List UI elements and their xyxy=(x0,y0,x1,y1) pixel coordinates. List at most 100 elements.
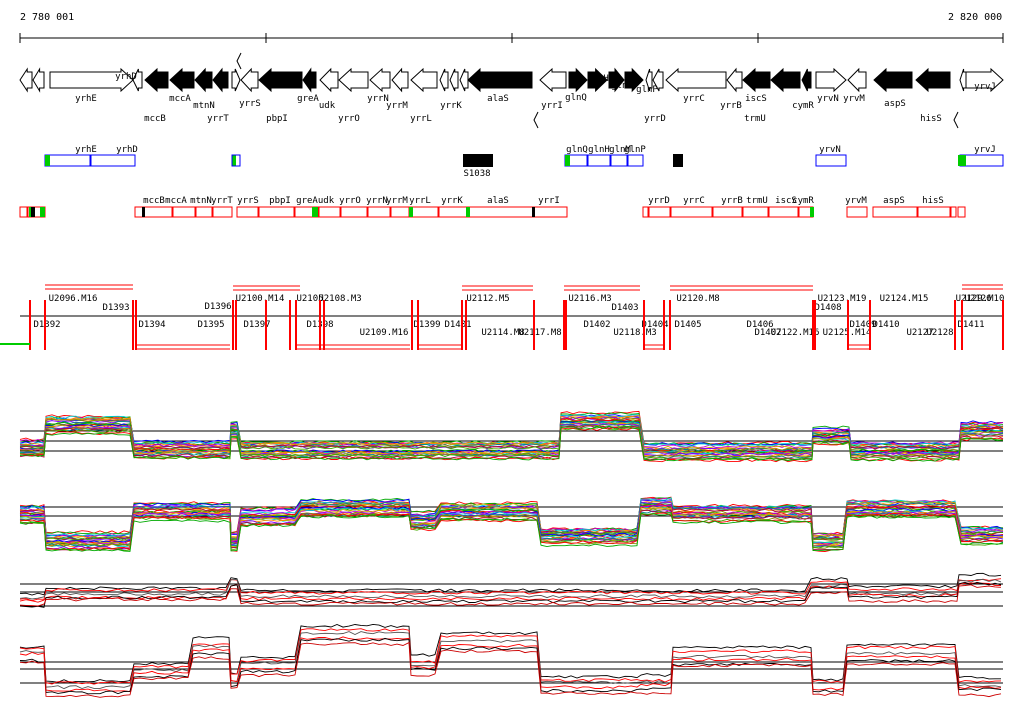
gene-arrow xyxy=(439,68,449,92)
tu-label-upper: D1396 xyxy=(204,302,231,312)
coordinate-start: 2 780 001 xyxy=(20,12,75,23)
tu-label-upper: U2126 xyxy=(964,294,991,304)
operon-label: yrrB xyxy=(721,196,743,206)
gene-label: yrrM xyxy=(386,101,408,111)
tss-marker xyxy=(466,207,470,217)
tu-label-lower: D1395 xyxy=(197,320,224,330)
tu-label-lower: U2118.M3 xyxy=(613,328,656,338)
tu-label-lower: U2114.M8 xyxy=(481,328,524,338)
gene-label: yrvM xyxy=(843,94,865,104)
gene-label: yrrS xyxy=(239,99,261,109)
gene-arrow xyxy=(568,67,588,93)
gene-arrow xyxy=(645,68,653,92)
expression-curve xyxy=(19,410,1004,446)
coordinate-end: 2 820 000 xyxy=(948,12,1003,23)
operon-label: hisS xyxy=(922,196,944,206)
gene-label: yrrO xyxy=(338,114,360,124)
box-label: glnQ xyxy=(566,145,588,155)
gene-arrow xyxy=(240,67,259,93)
tu-label-lower: U2128 xyxy=(926,328,953,338)
gene-arrow xyxy=(169,67,195,93)
operon-label: iscS xyxy=(775,196,797,206)
box-label: yrvN xyxy=(819,145,841,155)
operon-track: mccB mccA mtnN yrrT yrrS pbpI greA udk yrrO yrrNy… xyxy=(19,196,966,218)
gene-label: yrrC xyxy=(683,94,705,104)
gene-label: glnP xyxy=(636,85,658,95)
gene-arrow xyxy=(19,67,33,93)
expression-curve xyxy=(19,417,1004,450)
gene-label: alaS xyxy=(487,94,509,104)
operon-box xyxy=(957,206,966,218)
tu-label-upper: U2120.M8 xyxy=(676,294,719,304)
operon-marker xyxy=(532,207,535,217)
feature-box xyxy=(90,154,136,167)
tu-label-lower: D1392 xyxy=(33,320,60,330)
tu-label-upper: U2112.M5 xyxy=(466,294,509,304)
tu-label-lower: U2109.M16 xyxy=(360,328,409,338)
expression-curve xyxy=(19,582,1002,603)
feature-box xyxy=(44,154,91,167)
tu-label-upper: U2100.M14 xyxy=(236,294,285,304)
operon-label: alaS xyxy=(487,196,509,206)
operon-box xyxy=(712,206,743,218)
gene-label: yrrN xyxy=(367,94,389,104)
tu-label-lower: D1401 xyxy=(444,320,471,330)
operon-box xyxy=(212,206,233,218)
gene-arrow xyxy=(319,67,339,93)
gene-arrow xyxy=(467,67,533,93)
expression-band-1 xyxy=(19,410,1004,463)
tss-marker xyxy=(958,155,966,166)
expression-curve xyxy=(19,636,1002,693)
expression-curve xyxy=(19,637,1002,695)
gene-arrow xyxy=(194,67,213,93)
tss-marker xyxy=(312,207,318,217)
gene-arrow xyxy=(231,68,241,92)
tu-label-lower: D1410 xyxy=(872,320,899,330)
gene-label: aspS xyxy=(884,99,906,109)
expression-curve xyxy=(19,421,1004,456)
operon-box xyxy=(390,206,410,218)
operon-box xyxy=(438,206,468,218)
gene-arrow xyxy=(449,68,459,92)
gene-label: hisS xyxy=(920,114,942,124)
tu-label-upper: U2108.M3 xyxy=(318,294,361,304)
operon-box xyxy=(950,206,957,218)
gene-arrow xyxy=(801,68,812,92)
operon-box xyxy=(19,206,28,218)
gene-arrow xyxy=(915,67,951,93)
operon-label: yrrI xyxy=(538,196,560,206)
tu-label-lower: D1409 xyxy=(849,320,876,330)
tu-label-lower: U2127 xyxy=(906,328,933,338)
gene-arrow xyxy=(742,67,771,93)
gene-label: yrvJ xyxy=(974,82,996,92)
operon-label: yrrK xyxy=(441,196,463,206)
tss-marker xyxy=(565,155,570,166)
gene-arrow xyxy=(302,67,317,93)
operon-box xyxy=(367,206,391,218)
gene-label: iscS xyxy=(745,94,767,104)
tu-label-lower: D1406 xyxy=(746,320,773,330)
tu-label-lower: U2122.M16 xyxy=(771,328,820,338)
promoter-marker xyxy=(236,52,242,70)
gene-arrow xyxy=(624,67,644,93)
gene-arrow xyxy=(144,67,169,93)
tu-label-lower: D1404 xyxy=(641,320,668,330)
gene-arrow xyxy=(369,67,391,93)
promoter-marker xyxy=(953,111,959,129)
box-label: glnP xyxy=(624,145,646,155)
box-label: yrhD xyxy=(116,145,138,155)
tu-label-lower: D1407 xyxy=(754,328,781,338)
gene-arrow xyxy=(338,67,369,93)
expression-band-4 xyxy=(19,623,1002,698)
tu-label-upper: D1403 xyxy=(611,303,638,313)
expression-curve xyxy=(19,623,1001,683)
operon-box xyxy=(409,206,439,218)
expression-curve xyxy=(19,581,1002,608)
tu-label-lower: U2117.M8 xyxy=(518,328,561,338)
operon-label: trmU xyxy=(746,196,768,206)
tu-label-lower: D1411 xyxy=(957,320,984,330)
gene-arrow xyxy=(32,67,45,93)
box-label: glnH xyxy=(588,145,610,155)
